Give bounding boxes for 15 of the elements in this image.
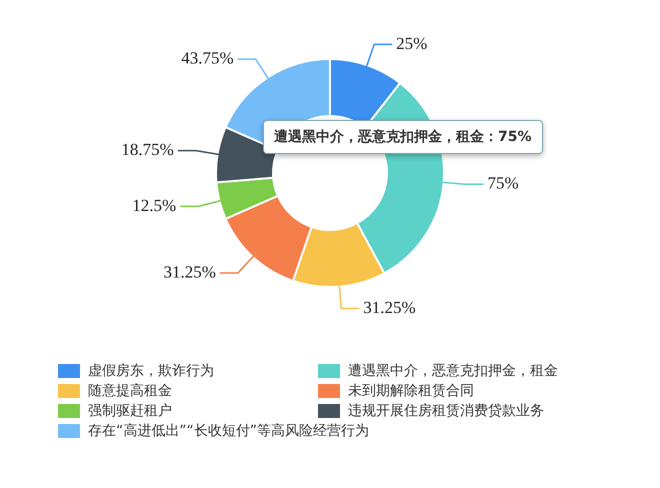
data-label: 18.75% — [121, 140, 174, 160]
data-label: 12.5% — [132, 196, 176, 215]
legend-label: 未到期解除租赁合同 — [348, 382, 474, 400]
legend-label: 遭遇黑中介，恶意克扣押金，租金 — [348, 362, 558, 380]
data-label: 31.25% — [163, 262, 216, 282]
data-label: 43.75% — [181, 48, 234, 68]
legend-label: 违规开展住房租赁消费贷款业务 — [348, 402, 544, 420]
legend-label: 随意提高租金 — [88, 382, 172, 400]
text: 遭遇黑中介，恶意克扣押金，租金：75% — [263, 120, 543, 154]
legend-label: 虚假房东，欺诈行为 — [88, 362, 214, 380]
data-label: 31.25% — [363, 298, 416, 318]
legend-label: 存在“高进低出”“长收短付”等高风险经营行为 — [88, 422, 370, 440]
legend-label: 强制驱赶租户 — [88, 402, 172, 420]
data-label: 75% — [488, 174, 519, 193]
data-label: 25% — [396, 34, 428, 53]
